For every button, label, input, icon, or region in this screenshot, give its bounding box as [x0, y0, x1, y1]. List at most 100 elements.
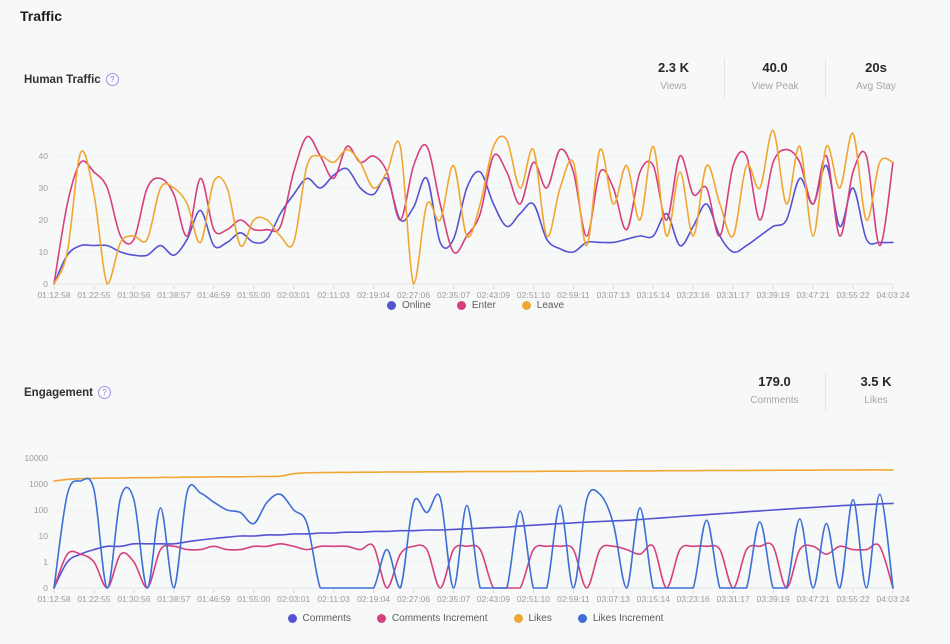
engagement-legend: Comments Comments Increment Likes Likes Inc…	[18, 613, 933, 624]
legend-dot	[577, 614, 587, 623]
engagement-chart: 0 1 10 100 1000 10000 01:12:58 01:22:55 01:30:56…	[18, 442, 933, 615]
x-tick-label: 02:03:01	[277, 290, 310, 300]
y-tick-label: 0	[43, 279, 48, 289]
x-tick-label: 03:39:19	[757, 290, 790, 300]
x-tick-label: 03:15:14	[637, 594, 670, 604]
legend-dot	[456, 301, 466, 310]
legend-item-likes[interactable]: Likes	[513, 613, 552, 624]
x-tick-label: 03:07:13	[597, 594, 630, 604]
legend-dot	[513, 614, 523, 623]
y-tick-label: 20	[39, 215, 49, 225]
stat-views-label: Views	[660, 81, 687, 92]
y-tick-label: 10	[39, 531, 49, 541]
human-traffic-chart: 0 10 20 30 40 01:12:58 01:22:55 01:30:56 01:38:5…	[18, 118, 933, 307]
legend-dot	[287, 614, 297, 623]
x-tick-label: 03:07:13	[597, 290, 630, 300]
x-tick-label: 02:59:11	[557, 290, 590, 300]
line-likes-increment	[53, 477, 894, 589]
x-tick-label: 01:22:55	[77, 594, 110, 604]
legend-label: Leave	[536, 300, 565, 311]
x-tick-label: 04:03:24	[876, 594, 909, 604]
stat-view-peak: 40.0 View Peak	[724, 58, 825, 98]
x-tick-label: 02:03:01	[277, 594, 310, 604]
legend-label: Likes Increment	[592, 613, 664, 624]
engagement-stats: 179.0 Comments 3.5 K Likes	[724, 372, 926, 412]
x-tick-label: 03:39:19	[757, 594, 790, 604]
stat-likes-value: 3.5 K	[860, 374, 892, 389]
legend-item-online[interactable]: Online	[386, 300, 431, 311]
x-tick-label: 02:19:04	[357, 594, 390, 604]
human-traffic-stats: 2.3 K Views 40.0 View Peak 20s Avg Stay	[623, 58, 926, 98]
legend-item-enter[interactable]: Enter	[456, 300, 496, 311]
legend-item-comments-increment[interactable]: Comments Increment	[376, 613, 488, 624]
x-tick-label: 02:43:09	[477, 594, 510, 604]
line-enter	[53, 135, 894, 285]
help-icon[interactable]: ?	[98, 386, 112, 399]
stat-view-peak-label: View Peak	[751, 81, 799, 92]
x-tick-label: 01:38:57	[157, 290, 190, 300]
x-tick-label: 02:51:10	[517, 594, 550, 604]
x-tick-label: 03:47:21	[797, 594, 830, 604]
x-tick-label: 02:35:07	[437, 290, 470, 300]
y-tick-label: 10000	[24, 453, 48, 463]
human-traffic-legend: Online Enter Leave	[18, 300, 933, 311]
help-icon[interactable]: ?	[105, 73, 119, 86]
x-tick-label: 02:27:06	[397, 594, 430, 604]
stat-views-value: 2.3 K	[657, 60, 690, 75]
x-tick-label: 01:30:56	[117, 290, 150, 300]
engagement-title: Engagement	[24, 386, 94, 399]
x-tick-label: 02:11:03	[317, 594, 350, 604]
x-tick-label: 01:22:55	[77, 290, 110, 300]
x-tick-label: 02:59:11	[557, 594, 590, 604]
stat-view-peak-value: 40.0	[762, 60, 788, 75]
legend-label: Enter	[471, 300, 496, 311]
x-tick-label: 01:12:58	[37, 290, 70, 300]
legend-dot	[376, 614, 386, 623]
legend-item-leave[interactable]: Leave	[521, 300, 565, 311]
page-title: Traffic	[20, 8, 63, 24]
x-tick-label: 03:55:22	[837, 290, 870, 300]
stat-avg-stay-label: Avg Stay	[856, 81, 896, 92]
stat-views: 2.3 K Views	[623, 58, 724, 98]
line-leave	[53, 129, 894, 285]
x-tick-label: 01:55:00	[237, 594, 270, 604]
x-tick-label: 03:47:21	[797, 290, 830, 300]
y-tick-label: 0	[43, 583, 48, 593]
y-tick-label: 1000	[29, 479, 48, 489]
x-tick-label: 03:31:17	[717, 290, 750, 300]
x-tick-label: 03:55:22	[837, 594, 870, 604]
line-likes	[53, 469, 894, 482]
x-tick-label: 03:31:17	[717, 594, 750, 604]
legend-item-likes-increment[interactable]: Likes Increment	[577, 613, 664, 624]
line-online	[53, 164, 894, 285]
x-tick-label: 02:43:09	[477, 290, 510, 300]
legend-label: Likes	[528, 613, 552, 624]
engagement-header: Engagement ?	[24, 386, 112, 399]
x-tick-label: 01:12:58	[37, 594, 70, 604]
legend-dot	[386, 301, 396, 310]
legend-item-comments[interactable]: Comments	[287, 613, 351, 624]
x-tick-label: 01:30:56	[117, 594, 150, 604]
legend-label: Comments Increment	[391, 613, 488, 624]
legend-label: Online	[401, 300, 431, 311]
stat-likes: 3.5 K Likes	[825, 372, 926, 412]
human-traffic-title: Human Traffic	[24, 73, 101, 86]
legend-dot	[521, 301, 531, 310]
y-tick-label: 1	[43, 557, 48, 567]
y-tick-label: 30	[39, 183, 49, 193]
y-tick-label: 100	[34, 505, 48, 515]
x-tick-label: 01:46:59	[197, 290, 230, 300]
stat-avg-stay: 20s Avg Stay	[825, 58, 926, 98]
stat-comments: 179.0 Comments	[724, 372, 825, 412]
x-tick-label: 02:27:06	[397, 290, 430, 300]
human-traffic-chart-canvas: 0 10 20 30 40 01:12:58 01:22:55 01:30:56 01:38:5…	[37, 129, 910, 300]
x-tick-label: 02:19:04	[357, 290, 390, 300]
y-tick-label: 40	[39, 151, 49, 161]
stat-avg-stay-value: 20s	[865, 60, 887, 75]
stat-comments-value: 179.0	[758, 374, 791, 389]
x-tick-label: 04:03:24	[876, 290, 909, 300]
x-tick-label: 03:15:14	[637, 290, 670, 300]
legend-label: Comments	[302, 613, 351, 624]
human-traffic-header: Human Traffic ?	[24, 73, 119, 86]
line-comments	[53, 502, 894, 589]
